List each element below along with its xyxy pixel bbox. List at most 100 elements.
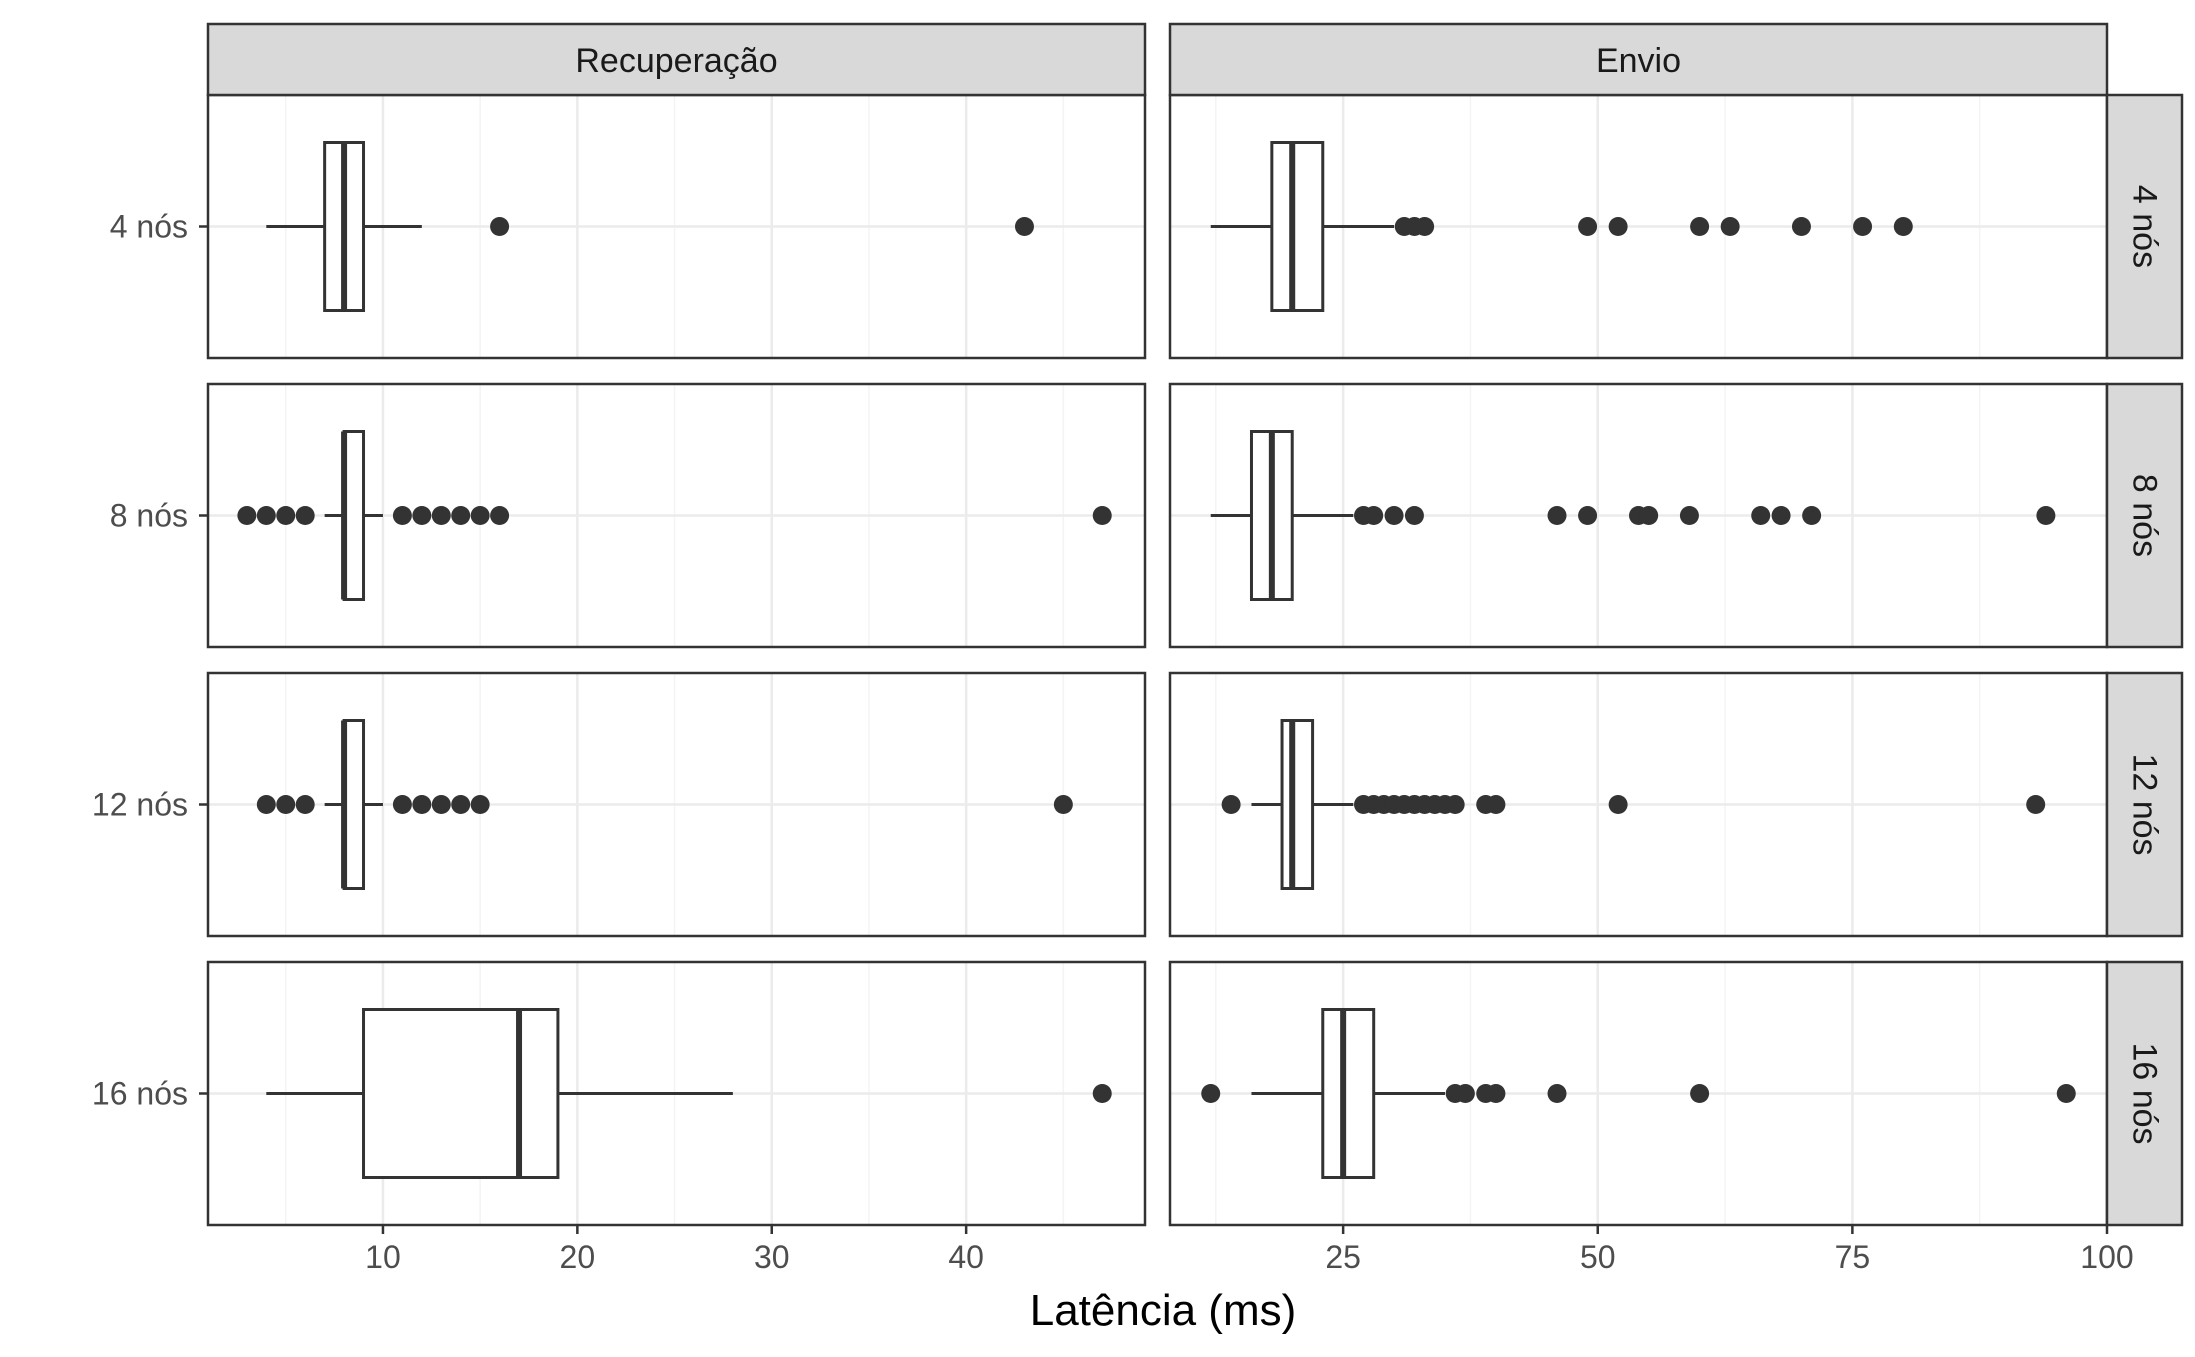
outlier-point: [1578, 506, 1598, 525]
outlier-point: [1608, 217, 1628, 236]
x-tick-label: 100: [2080, 1239, 2133, 1275]
outlier-point: [1578, 217, 1598, 236]
strip-label-row: 12 nós: [2126, 753, 2164, 855]
outlier-point: [295, 506, 315, 525]
strip-background: [2105, 671, 2184, 938]
strip-row-12-nos: 12 nós: [2105, 671, 2184, 938]
panel-recuperacao-12-nos: [206, 671, 1147, 938]
outlier-point: [1364, 506, 1384, 525]
outlier-point: [2026, 795, 2046, 814]
outlier-point: [2056, 1084, 2076, 1103]
panel-envio-12-nos: [1168, 671, 2109, 938]
strip-label-envio: Envio: [1596, 42, 1681, 80]
outlier-point: [1547, 1084, 1567, 1103]
outlier-point: [295, 795, 315, 814]
outlier-point: [490, 506, 510, 525]
x-tick-label: 30: [754, 1239, 790, 1275]
outlier-point: [1201, 1084, 1221, 1103]
outlier-point: [276, 795, 296, 814]
outlier-point: [276, 506, 296, 525]
outlier-point: [1092, 506, 1112, 525]
x-axis-title: Latência (ms): [1030, 1286, 1297, 1335]
box: [1321, 1008, 1376, 1179]
outlier-point: [1221, 795, 1241, 814]
facet-strips: Recuperação Envio 4 nós 8 nós 12 nós 16 nós: [206, 22, 2184, 1227]
outlier-point: [412, 506, 432, 525]
panel-envio-8-nos: [1168, 382, 2109, 649]
outlier-point: [1608, 795, 1628, 814]
x-tick-label: 20: [560, 1239, 596, 1275]
strip-label-row: 16 nós: [2126, 1042, 2164, 1144]
outlier-point: [256, 506, 276, 525]
outlier-point: [1893, 217, 1913, 236]
y-tick-label: 8 nós: [110, 498, 188, 534]
outlier-point: [237, 506, 257, 525]
outlier-point: [1853, 217, 1873, 236]
outlier-point: [1751, 506, 1771, 525]
strip-background: [2105, 93, 2184, 360]
outlier-point: [1053, 795, 1073, 814]
outlier-point: [1384, 506, 1404, 525]
panel-envio-4-nos: [1168, 93, 2109, 360]
strip-row-4-nos: 4 nós: [2105, 93, 2184, 360]
y-tick-label: 4 nós: [110, 209, 188, 245]
outlier-point: [451, 795, 471, 814]
strip-label-row: 4 nós: [2126, 185, 2164, 268]
strip-background: [2105, 960, 2184, 1227]
outlier-point: [412, 795, 432, 814]
outlier-point: [1802, 506, 1822, 525]
outlier-point: [1014, 217, 1034, 236]
outlier-point: [1092, 1084, 1112, 1103]
outlier-point: [1445, 795, 1465, 814]
y-tick-label: 12 nós: [92, 787, 188, 823]
strip-row-8-nos: 8 nós: [2105, 382, 2184, 649]
axes: 4 nós 8 nós 12 nós 16 nós 10 20 30 40 25 50 75 100: [92, 209, 2134, 1276]
strip-label-recuperacao: Recuperação: [575, 42, 777, 80]
outlier-point: [1690, 217, 1710, 236]
outlier-point: [1486, 795, 1506, 814]
box: [1270, 141, 1325, 312]
outlier-point: [431, 795, 451, 814]
outlier-point: [1404, 506, 1424, 525]
x-tick-label: 75: [1835, 1239, 1871, 1275]
panel-recuperacao-4-nos: [206, 93, 1147, 360]
strip-background: [206, 22, 1147, 97]
outlier-point: [470, 506, 490, 525]
outlier-point: [431, 506, 451, 525]
strip-envio: Envio: [1168, 22, 2109, 97]
strip-label-row: 8 nós: [2126, 474, 2164, 557]
y-tick-label: 16 nós: [92, 1076, 188, 1112]
outlier-point: [1415, 217, 1435, 236]
outlier-point: [1690, 1084, 1710, 1103]
outlier-point: [1791, 217, 1811, 236]
x-tick-label: 40: [948, 1239, 984, 1275]
outlier-point: [2036, 506, 2056, 525]
panel-recuperacao-16-nos: [206, 960, 1147, 1227]
outlier-point: [490, 217, 510, 236]
strip-background: [1168, 22, 2109, 97]
outlier-point: [256, 795, 276, 814]
x-tick-label: 10: [365, 1239, 401, 1275]
outlier-point: [1679, 506, 1699, 525]
box: [1280, 719, 1315, 890]
outlier-point: [1771, 506, 1791, 525]
outlier-point: [1547, 506, 1567, 525]
box: [362, 1008, 560, 1179]
outlier-point: [1486, 1084, 1506, 1103]
x-tick-label: 50: [1580, 1239, 1616, 1275]
strip-background: [2105, 382, 2184, 649]
strip-recuperacao: Recuperação: [206, 22, 1147, 97]
outlier-point: [1720, 217, 1740, 236]
x-tick-label: 25: [1325, 1239, 1361, 1275]
panel-envio-16-nos: [1168, 960, 2109, 1227]
outlier-point: [392, 506, 412, 525]
outlier-point: [1639, 506, 1659, 525]
panel-recuperacao-8-nos: [206, 382, 1147, 649]
facet-panels: [206, 93, 2109, 1227]
outlier-point: [1455, 1084, 1475, 1103]
strip-row-16-nos: 16 nós: [2105, 960, 2184, 1227]
outlier-point: [392, 795, 412, 814]
outlier-point: [451, 506, 471, 525]
outlier-point: [470, 795, 490, 814]
